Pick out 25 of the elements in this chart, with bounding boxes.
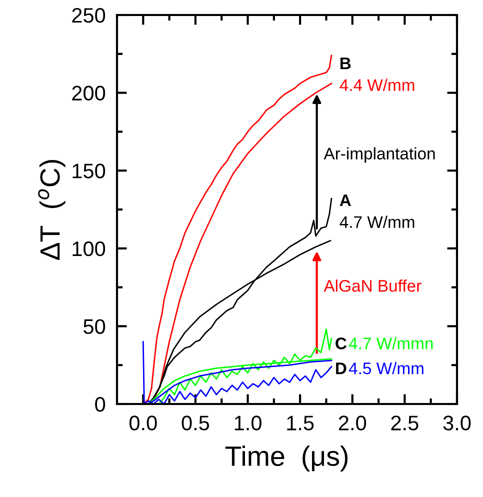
x-tick-label: 2.5	[391, 416, 418, 430]
annotation: C	[336, 338, 347, 350]
y-tick-label: 250	[72, 8, 106, 23]
y-tick-label: 50	[84, 319, 106, 334]
y-axis-title: ΔT ($^{o}$C)	[38, 160, 66, 260]
x-tick-label: 3.0	[443, 416, 471, 430]
y-tick-label: 150	[72, 164, 106, 178]
y-tick-label: 200	[72, 86, 106, 101]
annotation: AlGaN Buffer	[324, 280, 422, 292]
annotation: A	[340, 194, 351, 206]
text: 0.0	[129, 416, 157, 430]
annotation: 4.4 W/mm	[340, 78, 414, 92]
x-tick-label: 2.0	[338, 416, 366, 430]
annotation: Ar-implantation	[324, 147, 435, 163]
x-axis-title: Time (μs)	[225, 446, 348, 472]
annotation: 4.5 W/mm	[348, 362, 424, 374]
annotation: 4.7 W/mm	[340, 216, 414, 228]
y-tick-label: 0	[95, 397, 106, 412]
x-tick-label: 0.5	[182, 416, 210, 430]
y-tick-label: 100	[72, 241, 106, 256]
annotation: D	[336, 362, 346, 374]
annotation: 4.7 W/mmn	[348, 337, 433, 350]
x-tick-label: 1.0	[234, 416, 262, 430]
x-tick-label: 1.5	[287, 416, 314, 430]
annotation: B	[340, 58, 351, 70]
